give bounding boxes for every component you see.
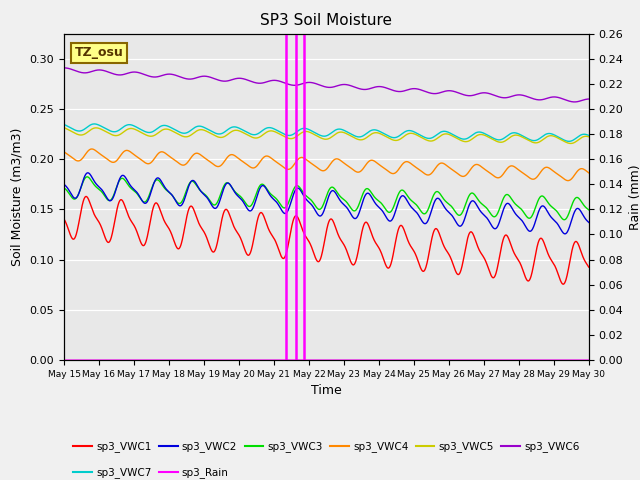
sp3_VWC5 — [122, 127, 130, 133]
sp3_VWC6 — [61, 65, 68, 71]
sp3_VWC1 — [122, 207, 130, 213]
sp3_VWC5 — [567, 141, 575, 146]
sp3_VWC1 — [60, 216, 68, 222]
sp3_VWC2 — [84, 170, 92, 176]
sp3_VWC6 — [101, 68, 109, 74]
sp3_VWC4 — [88, 146, 95, 152]
sp3_VWC1 — [101, 234, 109, 240]
Line: sp3_VWC5: sp3_VWC5 — [64, 128, 589, 144]
sp3_VWC1 — [359, 225, 367, 230]
sp3_VWC4 — [60, 149, 68, 155]
sp3_VWC3 — [283, 203, 291, 209]
sp3_VWC6 — [283, 81, 291, 87]
Line: sp3_VWC3: sp3_VWC3 — [64, 177, 589, 220]
Line: sp3_VWC1: sp3_VWC1 — [64, 196, 589, 284]
Line: sp3_VWC2: sp3_VWC2 — [64, 173, 589, 234]
sp3_VWC6 — [294, 82, 301, 88]
sp3_VWC3 — [101, 193, 109, 199]
sp3_VWC3 — [122, 180, 130, 185]
sp3_VWC3 — [294, 183, 301, 189]
sp3_VWC7 — [101, 125, 109, 131]
sp3_VWC4 — [122, 147, 130, 153]
sp3_VWC7 — [91, 121, 99, 127]
sp3_VWC6 — [303, 80, 311, 85]
sp3_VWC5 — [359, 137, 367, 143]
sp3_VWC5 — [60, 125, 68, 131]
sp3_VWC6 — [122, 71, 130, 77]
sp3_VWC5 — [100, 128, 108, 134]
sp3_VWC5 — [294, 133, 301, 139]
sp3_VWC6 — [60, 65, 68, 71]
sp3_VWC2 — [283, 209, 291, 215]
X-axis label: Time: Time — [311, 384, 342, 397]
Y-axis label: Soil Moisture (m3/m3): Soil Moisture (m3/m3) — [11, 128, 24, 266]
Line: sp3_VWC7: sp3_VWC7 — [64, 124, 589, 141]
sp3_VWC1 — [303, 236, 311, 242]
sp3_VWC3 — [359, 191, 367, 196]
sp3_VWC6 — [571, 99, 579, 105]
sp3_VWC1 — [585, 264, 593, 270]
Text: TZ_osu: TZ_osu — [74, 47, 124, 60]
sp3_VWC2 — [294, 185, 301, 191]
sp3_VWC5 — [585, 134, 593, 140]
Line: sp3_VWC6: sp3_VWC6 — [64, 68, 589, 102]
sp3_VWC3 — [561, 217, 568, 223]
sp3_VWC2 — [585, 219, 593, 225]
sp3_VWC1 — [294, 215, 301, 220]
sp3_VWC7 — [60, 121, 68, 127]
sp3_VWC4 — [359, 166, 367, 172]
sp3_VWC2 — [561, 231, 569, 237]
sp3_VWC3 — [585, 207, 593, 213]
Line: sp3_VWC4: sp3_VWC4 — [64, 149, 589, 180]
sp3_VWC1 — [283, 248, 291, 253]
sp3_VWC4 — [294, 156, 301, 162]
sp3_VWC7 — [303, 126, 311, 132]
sp3_VWC2 — [359, 198, 367, 204]
sp3_VWC2 — [101, 192, 109, 197]
sp3_VWC2 — [122, 176, 130, 181]
sp3_VWC3 — [60, 185, 68, 191]
sp3_VWC6 — [359, 86, 367, 92]
sp3_VWC2 — [60, 181, 68, 187]
sp3_VWC7 — [122, 122, 130, 128]
sp3_VWC7 — [359, 133, 367, 139]
sp3_VWC4 — [101, 155, 109, 160]
sp3_VWC7 — [283, 132, 291, 138]
sp3_VWC7 — [565, 138, 573, 144]
Y-axis label: Rain (mm): Rain (mm) — [629, 164, 640, 229]
sp3_VWC1 — [559, 281, 567, 287]
sp3_VWC4 — [283, 167, 291, 172]
sp3_VWC7 — [585, 132, 593, 138]
sp3_VWC3 — [83, 174, 91, 180]
sp3_VWC5 — [283, 135, 291, 141]
sp3_VWC4 — [303, 157, 311, 163]
Legend: sp3_VWC7, sp3_Rain: sp3_VWC7, sp3_Rain — [69, 463, 233, 480]
sp3_VWC1 — [82, 193, 90, 199]
sp3_VWC5 — [303, 129, 311, 134]
sp3_VWC3 — [303, 194, 311, 200]
Title: SP3 Soil Moisture: SP3 Soil Moisture — [260, 13, 392, 28]
sp3_VWC4 — [585, 170, 593, 176]
sp3_VWC2 — [303, 198, 311, 204]
sp3_VWC4 — [564, 178, 572, 183]
sp3_VWC6 — [585, 96, 593, 102]
sp3_VWC7 — [294, 128, 301, 134]
